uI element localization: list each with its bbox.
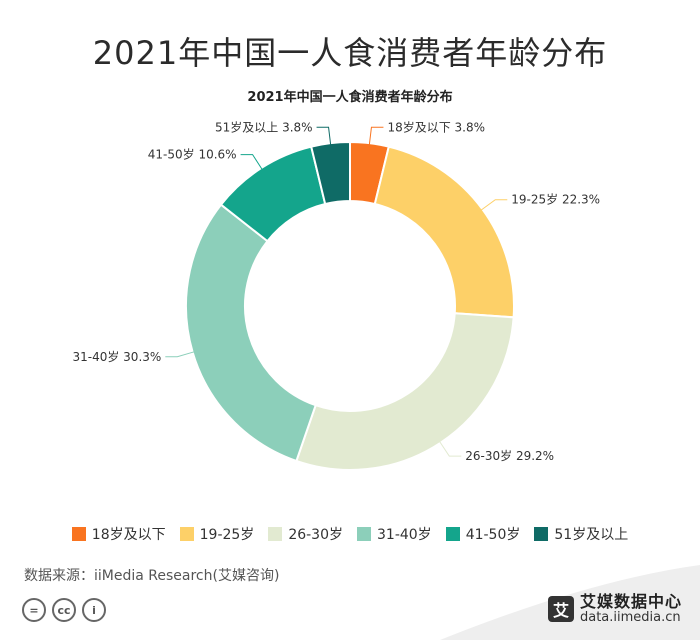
legend-swatch bbox=[445, 527, 460, 541]
page-title: 2021年中国一人食消费者年龄分布 bbox=[92, 34, 608, 72]
leader-line bbox=[165, 351, 195, 358]
brand-name: 艾媒数据中心 bbox=[579, 592, 682, 611]
chart-title: 2021年中国一人食消费者年龄分布 bbox=[247, 89, 452, 105]
donut-slice bbox=[373, 145, 515, 319]
donut-slice bbox=[295, 312, 515, 471]
leader-line bbox=[368, 126, 384, 146]
data-label: 31-40岁 30.3% bbox=[72, 349, 161, 364]
legend-item: 51岁及以上 bbox=[534, 524, 628, 544]
legend-item: 41-50岁 bbox=[445, 524, 521, 544]
data-source: 数据来源：iiMedia Research(艾媒咨询) bbox=[24, 568, 280, 584]
legend-label: 26-30岁 bbox=[288, 527, 343, 543]
cc-icon: cc bbox=[52, 598, 76, 622]
brand-url: data.iimedia.cn bbox=[579, 609, 681, 625]
data-label: 26-30岁 29.2% bbox=[465, 448, 554, 463]
leader-line bbox=[240, 154, 263, 171]
data-label: 51岁及以上 3.8% bbox=[215, 119, 313, 134]
legend-label: 31-40岁 bbox=[377, 527, 432, 543]
chart-legend: 18岁及以下 19-25岁 26-30岁 31-40岁 41-50岁 51岁及以上 bbox=[0, 524, 700, 544]
brand-logo-icon: 艾 bbox=[547, 595, 574, 622]
license-icons: = cc i bbox=[22, 598, 106, 622]
legend-label: 19-25岁 bbox=[199, 527, 255, 543]
legend-label: 18岁及以下 bbox=[91, 527, 166, 543]
data-label: 19-25岁 22.3% bbox=[511, 192, 600, 207]
leader-line bbox=[480, 199, 508, 211]
brand: 艾 艾媒数据中心 data.iimedia.cn bbox=[547, 592, 682, 625]
legend-swatch bbox=[268, 527, 283, 541]
legend-swatch bbox=[357, 527, 371, 541]
legend-item: 18岁及以下 bbox=[71, 524, 166, 544]
legend-swatch bbox=[534, 527, 549, 541]
legend-item: 26-30岁 bbox=[268, 524, 343, 544]
cc-by-icon: i bbox=[82, 598, 106, 622]
cc-nd-icon: = bbox=[22, 598, 46, 622]
legend-label: 41-50岁 bbox=[465, 527, 521, 543]
legend-swatch bbox=[71, 527, 86, 541]
legend-item: 19-25岁 bbox=[179, 524, 255, 544]
leader-line bbox=[438, 440, 462, 457]
data-label: 18岁及以下 3.8% bbox=[387, 119, 485, 134]
donut-chart: 2021年中国一人食消费者年龄分布 18岁及以下 3.8% 19-25岁 22.3… bbox=[72, 89, 600, 471]
legend-label: 51岁及以上 bbox=[554, 527, 629, 543]
leader-line bbox=[316, 126, 332, 146]
data-label: 41-50岁 10.6% bbox=[148, 147, 237, 162]
legend-swatch bbox=[179, 527, 194, 541]
donut-slice bbox=[185, 203, 317, 463]
donut-slice bbox=[310, 140, 351, 206]
legend-item: 31-40岁 bbox=[357, 524, 432, 544]
